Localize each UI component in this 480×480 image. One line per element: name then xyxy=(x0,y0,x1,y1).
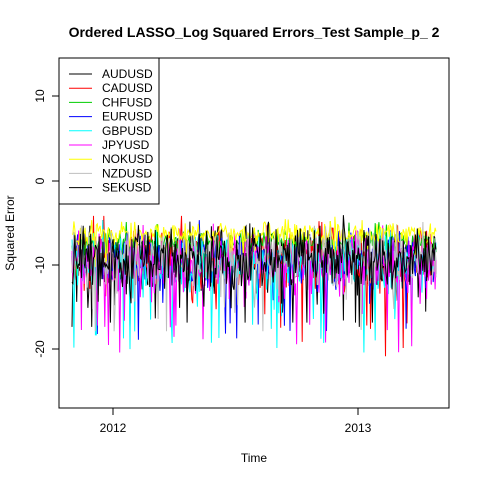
legend-label-jpyusd: JPYUSD xyxy=(102,138,150,152)
legend: AUDUSDCADUSDCHFUSDEURUSDGBPUSDJPYUSDNOKU… xyxy=(58,57,160,205)
series-layer xyxy=(71,215,437,357)
chart-title: Ordered LASSO_Log Squared Errors_Test Sa… xyxy=(69,24,440,40)
y-tick-label-0: 0 xyxy=(33,177,47,184)
series-line-gbpusd xyxy=(71,220,437,353)
series-line-sekusd xyxy=(71,215,437,323)
x-axis-label: Time xyxy=(241,451,268,465)
x-tick-label-2013: 2013 xyxy=(345,421,372,435)
y-axis-label: Squared Error xyxy=(3,195,17,270)
legend-label-audusd: AUDUSD xyxy=(102,67,153,81)
y-tick-label-minus-20: -20 xyxy=(33,340,47,358)
legend-label-eurusd: EURUSD xyxy=(102,110,153,124)
y-tick-label-minus-10: -10 xyxy=(33,256,47,274)
legend-label-nokusd: NOKUSD xyxy=(102,152,154,166)
y-tick-label-10: 10 xyxy=(33,89,47,103)
legend-label-cadusd: CADUSD xyxy=(102,81,153,95)
legend-label-sekusd: SEKUSD xyxy=(102,181,152,195)
legend-label-nzdusd: NZDUSD xyxy=(102,166,152,180)
legend-label-gbpusd: GBPUSD xyxy=(102,124,153,138)
legend-label-chfusd: CHFUSD xyxy=(102,95,152,109)
x-tick-label-2012: 2012 xyxy=(100,421,127,435)
